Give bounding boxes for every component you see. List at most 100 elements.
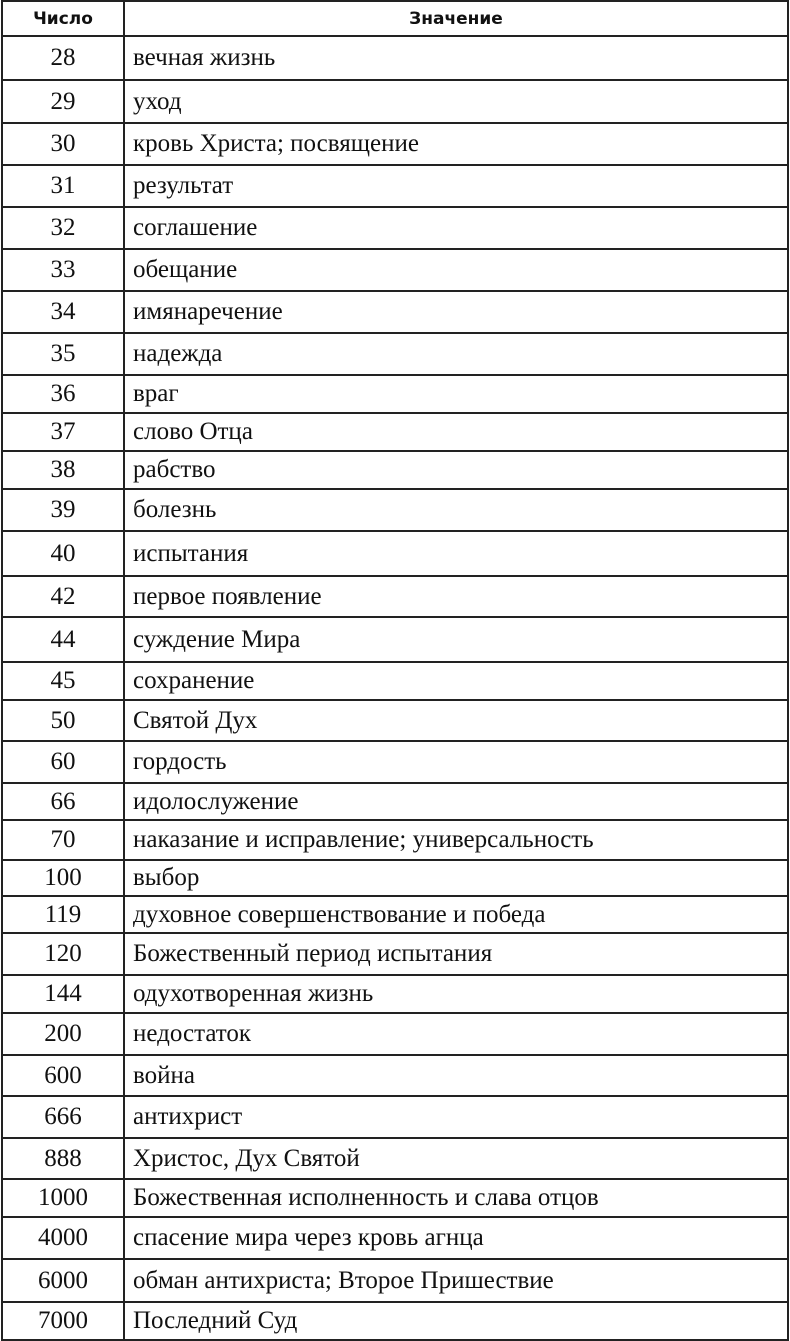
- table-row: 888 Христос, Дух Святой: [1, 1137, 789, 1180]
- cell-number: 28: [1, 35, 125, 81]
- cell-number: 66: [1, 782, 125, 821]
- cell-meaning: слово Отца: [123, 412, 789, 452]
- cell-number: 6000: [1, 1258, 125, 1303]
- table-body: 28 вечная жизнь 29 уход 30 кровь Христа; посв…: [1, 35, 789, 1341]
- table-row: 37 слово Отца: [1, 412, 789, 452]
- table-row: 39 болезнь: [1, 488, 789, 532]
- table-row: 44 суждение Мира: [1, 616, 789, 663]
- cell-meaning: спасение мира через кровь агнца: [123, 1216, 789, 1260]
- cell-number: 4000: [1, 1216, 125, 1260]
- table-row: 7000 Последний Суд: [1, 1301, 789, 1341]
- table-header-row: Число Значение: [1, 0, 789, 37]
- cell-number: 200: [1, 1012, 125, 1056]
- cell-number: 666: [1, 1095, 125, 1139]
- cell-number: 29: [1, 79, 125, 124]
- cell-number: 36: [1, 374, 125, 414]
- table-row: 40 испытания: [1, 530, 789, 577]
- cell-meaning: рабство: [123, 450, 789, 490]
- cell-meaning: война: [123, 1054, 789, 1097]
- cell-number: 33: [1, 248, 125, 292]
- cell-number: 1000: [1, 1178, 125, 1218]
- cell-number: 70: [1, 819, 125, 861]
- cell-number: 100: [1, 859, 125, 897]
- cell-number: 44: [1, 616, 125, 663]
- table-row: 666 антихрист: [1, 1095, 789, 1139]
- cell-number: 35: [1, 332, 125, 376]
- cell-meaning: недостаток: [123, 1012, 789, 1056]
- table-row: 42 первое появление: [1, 575, 789, 618]
- cell-meaning: антихрист: [123, 1095, 789, 1139]
- cell-meaning: враг: [123, 374, 789, 414]
- table-row: 1000 Божественная исполненность и слава о…: [1, 1178, 789, 1218]
- cell-number: 39: [1, 488, 125, 532]
- cell-number: 144: [1, 974, 125, 1014]
- table-row: 30 кровь Христа; посвящение: [1, 122, 789, 166]
- cell-meaning: вечная жизнь: [123, 35, 789, 81]
- table-row: 60 гордость: [1, 740, 789, 784]
- cell-meaning: кровь Христа; посвящение: [123, 122, 789, 166]
- cell-meaning: сохранение: [123, 661, 789, 701]
- cell-meaning: гордость: [123, 740, 789, 784]
- cell-meaning: обещание: [123, 248, 789, 292]
- table-row: 33 обещание: [1, 248, 789, 292]
- table-row: 144 одухотворенная жизнь: [1, 974, 789, 1014]
- cell-meaning: выбор: [123, 859, 789, 897]
- cell-number: 32: [1, 206, 125, 250]
- cell-number: 38: [1, 450, 125, 490]
- cell-meaning: соглашение: [123, 206, 789, 250]
- table-row: 50 Святой Дух: [1, 699, 789, 742]
- table-row: 200 недостаток: [1, 1012, 789, 1056]
- cell-number: 37: [1, 412, 125, 452]
- cell-meaning: духовное совершенствование и победа: [123, 895, 789, 934]
- table-row: 32 соглашение: [1, 206, 789, 250]
- cell-number: 119: [1, 895, 125, 934]
- table-row: 34 имянаречение: [1, 290, 789, 334]
- table-row: 100 выбор: [1, 859, 789, 897]
- cell-number: 30: [1, 122, 125, 166]
- cell-meaning: Божественный период испытания: [123, 932, 789, 976]
- cell-meaning: Божественная исполненность и слава отцов: [123, 1178, 789, 1218]
- cell-number: 888: [1, 1137, 125, 1180]
- cell-meaning: обман антихриста; Второе Пришествие: [123, 1258, 789, 1303]
- cell-meaning: результат: [123, 164, 789, 208]
- cell-meaning: идолослужение: [123, 782, 789, 821]
- cell-meaning: надежда: [123, 332, 789, 376]
- table-row: 120 Божественный период испытания: [1, 932, 789, 976]
- cell-meaning: первое появление: [123, 575, 789, 618]
- cell-meaning: испытания: [123, 530, 789, 577]
- cell-number: 60: [1, 740, 125, 784]
- cell-number: 45: [1, 661, 125, 701]
- table-row: 36 враг: [1, 374, 789, 414]
- table-row: 38 рабство: [1, 450, 789, 490]
- table-row: 600 война: [1, 1054, 789, 1097]
- table-row: 66 идолослужение: [1, 782, 789, 821]
- cell-meaning: суждение Мира: [123, 616, 789, 663]
- table-row: 6000 обман антихриста; Второе Пришествие: [1, 1258, 789, 1303]
- cell-meaning: одухотворенная жизнь: [123, 974, 789, 1014]
- table-row: 4000 спасение мира через кровь агнца: [1, 1216, 789, 1260]
- cell-meaning: Святой Дух: [123, 699, 789, 742]
- cell-number: 7000: [1, 1301, 125, 1341]
- header-number: Число: [1, 0, 125, 37]
- cell-number: 120: [1, 932, 125, 976]
- cell-meaning: наказание и исправление; универсальность: [123, 819, 789, 861]
- table-row: 28 вечная жизнь: [1, 35, 789, 81]
- cell-number: 42: [1, 575, 125, 618]
- cell-meaning: Последний Суд: [123, 1301, 789, 1341]
- table-row: 29 уход: [1, 79, 789, 124]
- cell-meaning: имянаречение: [123, 290, 789, 334]
- table-row: 45 сохранение: [1, 661, 789, 701]
- cell-meaning: Христос, Дух Святой: [123, 1137, 789, 1180]
- table-row: 35 надежда: [1, 332, 789, 376]
- cell-number: 600: [1, 1054, 125, 1097]
- cell-number: 34: [1, 290, 125, 334]
- cell-number: 40: [1, 530, 125, 577]
- cell-meaning: уход: [123, 79, 789, 124]
- header-meaning: Значение: [123, 0, 789, 37]
- cell-number: 31: [1, 164, 125, 208]
- cell-meaning: болезнь: [123, 488, 789, 532]
- table-row: 31 результат: [1, 164, 789, 208]
- table-row: 70 наказание и исправление; универсальнос…: [1, 819, 789, 861]
- table-row: 119 духовное совершенствование и победа: [1, 895, 789, 934]
